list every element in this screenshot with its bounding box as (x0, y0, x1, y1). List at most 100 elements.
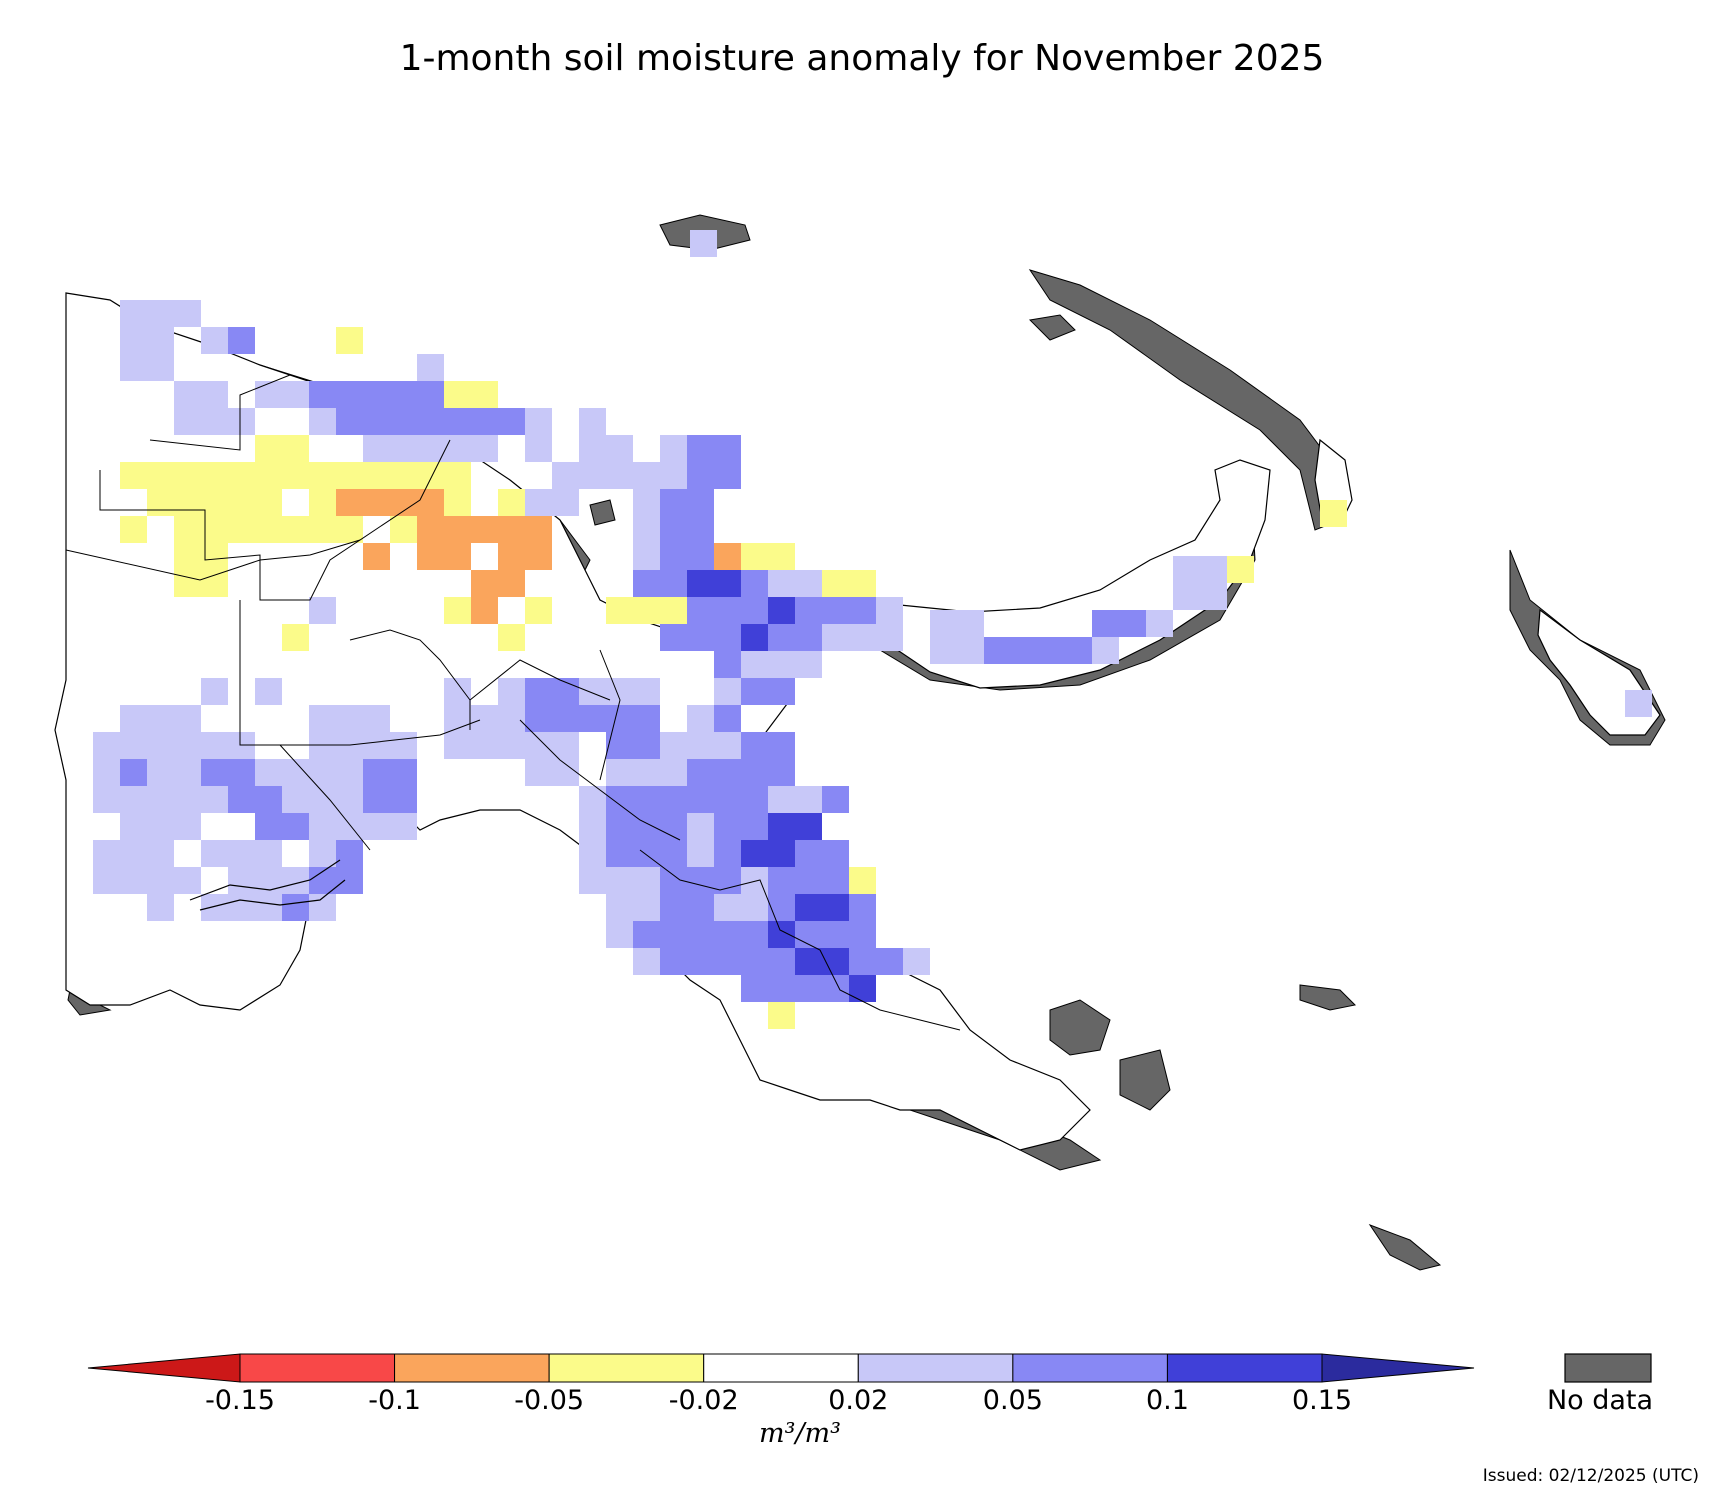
anomaly-cell (201, 408, 228, 435)
boundary-highlands-3 (469, 659, 611, 701)
anomaly-cell (687, 597, 714, 624)
anomaly-cell (633, 921, 660, 948)
anomaly-cell (336, 705, 363, 732)
anomaly-cell (525, 732, 552, 759)
anomaly-cell (660, 921, 687, 948)
nodata-swatch (1564, 1353, 1652, 1383)
anomaly-cell (687, 813, 714, 840)
anomaly-cell (147, 813, 174, 840)
anomaly-cell (687, 624, 714, 651)
anomaly-cell (390, 381, 417, 408)
rossel-island (1368, 1223, 1442, 1271)
anomaly-cell (606, 894, 633, 921)
anomaly-cell (687, 867, 714, 894)
anomaly-cell (444, 543, 471, 570)
anomaly-cell (120, 840, 147, 867)
anomaly-cell (795, 786, 822, 813)
anomaly-cell (714, 624, 741, 651)
anomaly-cell (552, 705, 579, 732)
boundary-highlands-1 (279, 744, 371, 851)
anomaly-cell (255, 381, 282, 408)
colorbar-extend-low (87, 1353, 241, 1383)
anomaly-cell (471, 732, 498, 759)
anomaly-cell (147, 894, 174, 921)
anomaly-cell (741, 570, 768, 597)
anomaly-cell (768, 759, 795, 786)
anomaly-cell (984, 637, 1011, 664)
anomaly-cell (309, 597, 336, 624)
anomaly-cell (309, 840, 336, 867)
anomaly-cell (282, 462, 309, 489)
anomaly-cell (714, 705, 741, 732)
anomaly-cell (687, 705, 714, 732)
anomaly-cell (768, 732, 795, 759)
anomaly-cell (498, 408, 525, 435)
anomaly-cell (309, 408, 336, 435)
anomaly-cell (660, 516, 687, 543)
fly-river (189, 859, 346, 911)
anomaly-cell (120, 705, 147, 732)
anomaly-cell (795, 975, 822, 1002)
anomaly-cell (120, 813, 147, 840)
anomaly-cell (768, 840, 795, 867)
anomaly-cell (687, 894, 714, 921)
anomaly-cell (714, 435, 741, 462)
colorbar-tick-label: 0.02 (828, 1385, 889, 1416)
anomaly-cell (525, 408, 552, 435)
anomaly-cell (201, 840, 228, 867)
anomaly-cell (690, 230, 717, 257)
anomaly-cell (255, 678, 282, 705)
anomaly-cell (444, 705, 471, 732)
anomaly-cell (606, 921, 633, 948)
anomaly-cell (714, 651, 741, 678)
anomaly-cell (363, 732, 390, 759)
anomaly-cell (687, 786, 714, 813)
anomaly-cell (741, 786, 768, 813)
anomaly-cell (660, 732, 687, 759)
anomaly-cell (579, 867, 606, 894)
anomaly-cell (390, 462, 417, 489)
anomaly-cell (525, 759, 552, 786)
anomaly-cell (930, 610, 957, 637)
anomaly-cell (525, 489, 552, 516)
anomaly-cell (795, 867, 822, 894)
colorbar-segment (703, 1353, 859, 1383)
anomaly-cell (714, 462, 741, 489)
anomaly-cell (120, 300, 147, 327)
boundary-western (239, 600, 481, 746)
anomaly-cell (822, 597, 849, 624)
anomaly-cell (768, 1002, 795, 1029)
anomaly-cell (282, 867, 309, 894)
island-d (1028, 314, 1076, 341)
anomaly-cell (282, 381, 309, 408)
anomaly-cell (201, 462, 228, 489)
anomaly-cell (606, 597, 633, 624)
anomaly-cell (174, 705, 201, 732)
anomaly-cell (768, 651, 795, 678)
anomaly-cell (444, 516, 471, 543)
anomaly-cell (120, 354, 147, 381)
anomaly-cell (444, 489, 471, 516)
anomaly-cell (1173, 556, 1200, 583)
anomaly-cell (444, 435, 471, 462)
anomaly-cell (579, 408, 606, 435)
anomaly-cell (120, 516, 147, 543)
boundary-sandaun (65, 439, 451, 581)
anomaly-cell (741, 624, 768, 651)
anomaly-cell (714, 786, 741, 813)
anomaly-cell (147, 732, 174, 759)
anomaly-cell (498, 624, 525, 651)
anomaly-cell (201, 327, 228, 354)
anomaly-cell (633, 597, 660, 624)
anomaly-cell (903, 948, 930, 975)
anomaly-cell (660, 624, 687, 651)
anomaly-cell (606, 813, 633, 840)
anomaly-cell (255, 840, 282, 867)
anomaly-cell (741, 543, 768, 570)
anomaly-cell (660, 948, 687, 975)
anomaly-cell (201, 732, 228, 759)
colorbar-units: m³/m³ (759, 1418, 841, 1449)
anomaly-cell (633, 786, 660, 813)
anomaly-cell (417, 354, 444, 381)
